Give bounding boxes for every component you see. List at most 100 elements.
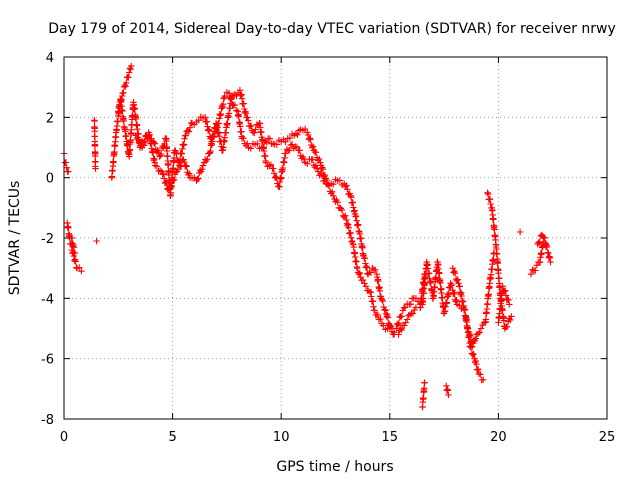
data-point xyxy=(363,264,371,271)
data-point xyxy=(493,250,501,257)
data-point xyxy=(220,144,227,151)
data-point xyxy=(461,306,469,314)
data-point xyxy=(313,165,321,172)
data-point xyxy=(273,141,281,148)
data-point xyxy=(535,239,542,246)
data-point xyxy=(452,298,459,305)
data-point xyxy=(475,370,483,377)
data-point xyxy=(409,310,417,317)
data-point xyxy=(402,319,409,326)
data-point xyxy=(474,330,482,337)
data-point xyxy=(375,277,382,285)
data-point xyxy=(266,135,273,142)
data-point xyxy=(131,105,138,113)
data-point xyxy=(307,136,314,143)
data-point xyxy=(419,285,426,293)
data-point xyxy=(258,128,265,136)
data-point xyxy=(92,165,99,172)
data-point xyxy=(407,301,414,308)
data-point xyxy=(536,238,543,245)
data-point xyxy=(508,313,515,320)
data-point xyxy=(120,89,127,96)
data-point xyxy=(217,110,225,118)
data-point xyxy=(162,179,169,186)
data-point xyxy=(182,162,190,169)
data-point xyxy=(350,204,357,211)
data-point xyxy=(485,190,492,198)
data-point xyxy=(270,170,278,177)
data-point xyxy=(141,138,149,145)
data-point xyxy=(362,283,370,290)
data-point xyxy=(323,176,330,184)
data-point xyxy=(286,134,294,142)
data-point xyxy=(420,394,427,402)
data-point xyxy=(205,126,212,133)
data-point xyxy=(475,366,482,373)
data-point xyxy=(529,266,536,273)
data-point xyxy=(282,138,289,145)
y-tick-label: 0 xyxy=(46,172,54,187)
data-point xyxy=(198,166,206,173)
data-point xyxy=(472,335,479,342)
data-point xyxy=(126,146,134,153)
data-point xyxy=(343,182,350,189)
data-point xyxy=(380,322,387,329)
data-point xyxy=(319,166,327,173)
data-point xyxy=(166,184,173,191)
data-point xyxy=(247,122,255,129)
data-point xyxy=(92,152,99,160)
data-point xyxy=(504,296,511,303)
data-point xyxy=(165,161,172,169)
data-point xyxy=(194,176,201,183)
data-point xyxy=(398,326,405,334)
data-point xyxy=(287,141,294,149)
data-point xyxy=(474,366,481,373)
data-point xyxy=(437,279,444,287)
data-point xyxy=(240,135,247,142)
x-tick-label: 5 xyxy=(168,430,176,445)
data-point xyxy=(272,173,279,181)
data-point xyxy=(159,171,166,178)
data-point xyxy=(76,264,83,271)
data-point xyxy=(376,287,384,295)
data-point xyxy=(65,168,72,175)
data-point xyxy=(228,96,235,103)
data-point xyxy=(342,212,349,219)
data-point xyxy=(195,175,202,182)
data-point xyxy=(431,283,439,291)
data-point xyxy=(221,93,228,100)
data-point xyxy=(450,289,458,296)
data-point xyxy=(344,186,351,193)
data-point xyxy=(167,184,174,192)
data-point xyxy=(355,227,362,235)
data-point xyxy=(70,244,78,251)
data-point xyxy=(283,146,290,153)
data-point xyxy=(452,270,459,277)
data-point xyxy=(404,316,411,323)
data-point xyxy=(157,152,164,159)
data-point xyxy=(395,331,402,338)
x-tick-label: 15 xyxy=(382,430,399,445)
data-point xyxy=(487,271,495,278)
data-point xyxy=(158,150,165,158)
data-point xyxy=(262,159,270,166)
data-point xyxy=(382,307,389,314)
data-point xyxy=(78,268,85,275)
data-point xyxy=(236,87,244,94)
data-point xyxy=(235,113,242,120)
data-point xyxy=(110,158,117,165)
data-point xyxy=(309,156,316,163)
data-point xyxy=(252,126,259,133)
data-point xyxy=(204,123,211,130)
x-axis-label: GPS time / hours xyxy=(276,459,393,475)
data-point xyxy=(383,313,390,320)
data-point xyxy=(472,357,479,365)
y-axis-label: SDTVAR / TECUs xyxy=(7,181,23,296)
data-point xyxy=(171,147,178,154)
data-point xyxy=(237,92,245,99)
data-point xyxy=(421,271,428,278)
data-point xyxy=(317,159,324,166)
data-point xyxy=(123,79,130,86)
data-point xyxy=(450,269,457,276)
data-point xyxy=(496,284,503,291)
